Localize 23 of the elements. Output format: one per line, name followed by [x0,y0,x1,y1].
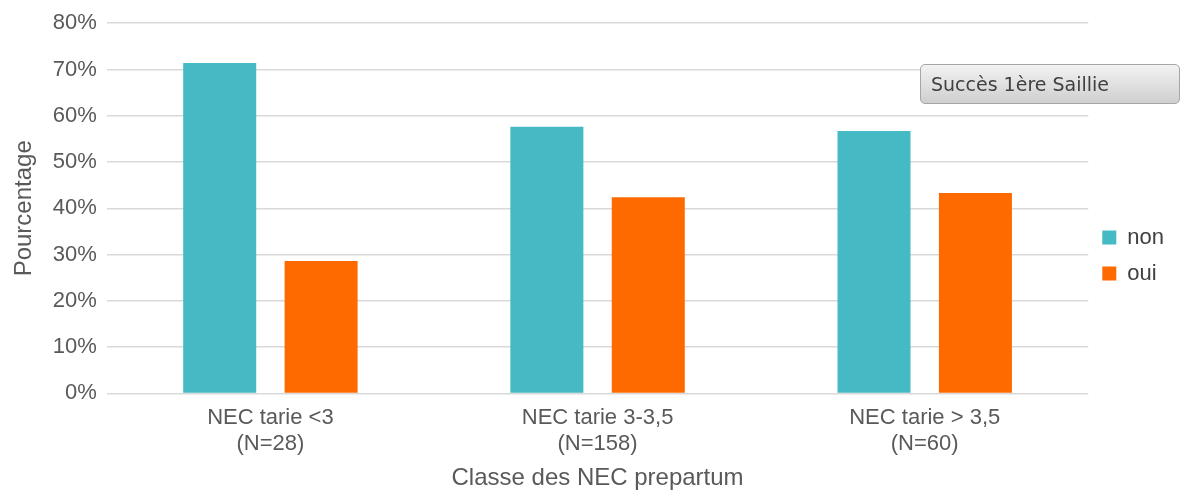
y-tick-label: 0% [65,379,97,405]
y-tick-label: 30% [52,240,97,266]
x-tick-label: NEC tarie > 3,5 (N=60) [849,403,1001,456]
bar [611,197,685,393]
bar [510,126,584,393]
y-tick-label: 20% [52,286,97,312]
y-axis-title: Pourcentage [9,140,37,277]
bar [938,193,1012,393]
x-tick-label: NEC tarie 3-3,5 (N=158) [521,403,674,456]
legend-label: non [1127,223,1165,249]
x-axis-title: Classe des NEC prepartum [451,463,744,491]
y-tick-label: 50% [52,148,97,174]
field-button: Succès 1ère Saillie [920,64,1180,104]
bar [837,131,911,393]
y-tick-label: 80% [52,9,97,35]
y-tick-label: 10% [52,333,97,359]
x-tick-label: NEC tarie <3 (N=28) [207,403,334,456]
y-tick-label: 60% [52,101,97,127]
bar [183,63,257,393]
bar [284,261,358,393]
y-tick-label: 70% [52,55,97,81]
y-tick-label: 40% [52,194,97,220]
legend-label: oui [1127,259,1157,285]
